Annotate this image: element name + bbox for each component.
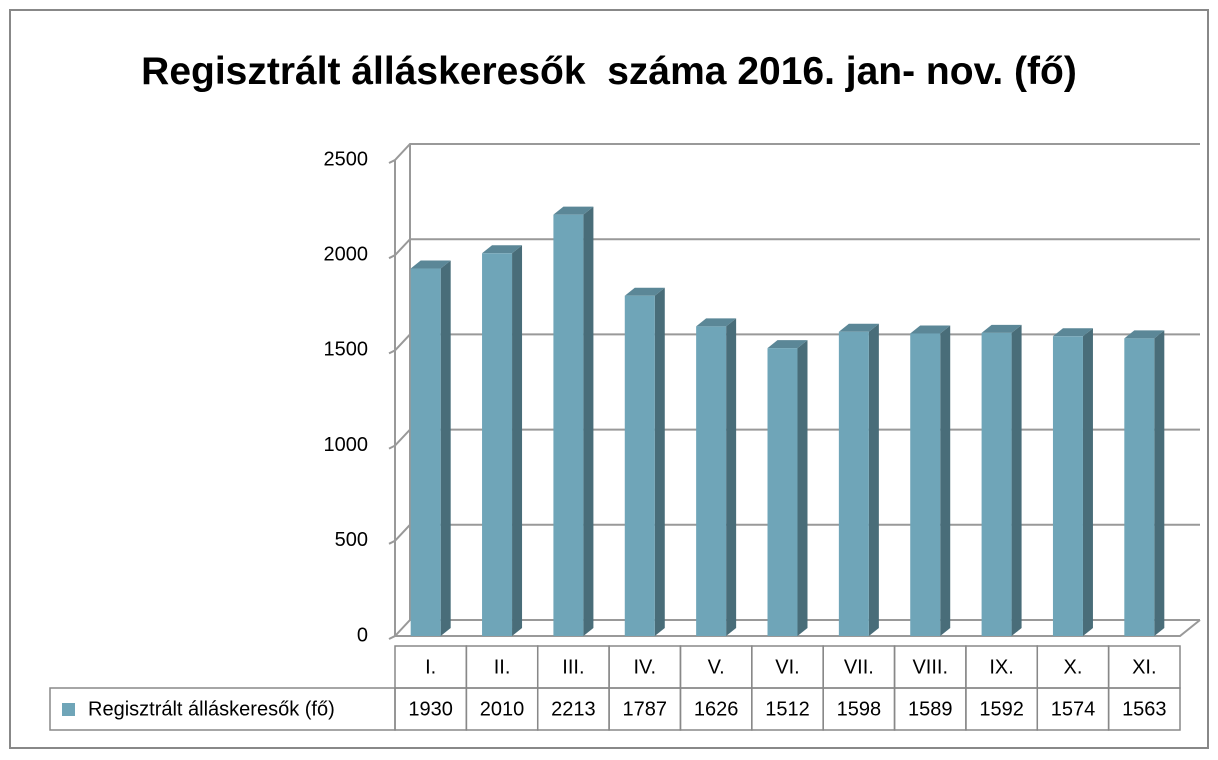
table-value: 1563 xyxy=(1122,698,1167,720)
bar-side xyxy=(512,245,523,636)
table-value: 1512 xyxy=(765,698,810,720)
chart-title: Regisztrált álláskeresők száma 2016. jan… xyxy=(141,50,1077,93)
x-tick-label: I. xyxy=(425,656,436,678)
x-tick-label: VII. xyxy=(844,656,874,678)
grid-line xyxy=(388,143,1200,164)
x-tick-label: VI. xyxy=(775,656,799,678)
bar-top xyxy=(838,323,879,332)
table-value: 2010 xyxy=(480,698,525,720)
bar-side xyxy=(797,340,808,636)
x-tick-label: X. xyxy=(1064,656,1083,678)
table-value: 1592 xyxy=(979,698,1024,720)
x-tick-label: III. xyxy=(562,656,584,678)
y-tick-label: 1500 xyxy=(324,339,369,361)
table-legend-cell xyxy=(49,687,396,731)
bar-side xyxy=(940,325,951,636)
bar xyxy=(553,214,584,636)
bar xyxy=(696,326,727,636)
bar xyxy=(910,333,941,636)
y-tick-label: 500 xyxy=(335,529,368,551)
table-value: 1574 xyxy=(1051,698,1096,720)
chart-border xyxy=(9,9,1209,749)
bar-top xyxy=(553,206,594,215)
bar-side xyxy=(726,318,737,636)
bar-side xyxy=(440,260,451,636)
table-value: 1626 xyxy=(694,698,739,720)
table-value: 1589 xyxy=(908,698,953,720)
table-value: 1598 xyxy=(837,698,882,720)
bar-top xyxy=(624,287,665,296)
bar-top xyxy=(410,260,451,269)
legend-label: Regisztrált álláskeresők (fő) xyxy=(88,698,335,720)
bar-top xyxy=(767,340,808,349)
bar xyxy=(767,348,798,636)
table-cell xyxy=(1107,687,1181,731)
bar-top xyxy=(696,318,737,327)
grid-line xyxy=(388,333,1200,355)
bar-side xyxy=(1011,324,1022,636)
x-tick-label: XI. xyxy=(1132,656,1156,678)
y-tick-label: 0 xyxy=(357,624,368,646)
bar xyxy=(1124,338,1155,636)
grid-line xyxy=(388,238,1200,260)
bar-top xyxy=(1052,328,1093,337)
bar-side xyxy=(583,206,594,636)
table-value: 1787 xyxy=(623,698,668,720)
x-tick-label: II. xyxy=(494,656,511,678)
bar-top xyxy=(482,245,523,254)
bar xyxy=(981,332,1012,636)
y-tick-label: 1000 xyxy=(324,434,369,456)
x-tick-label: V. xyxy=(708,656,725,678)
bar-top xyxy=(981,324,1022,333)
table-value: 2213 xyxy=(551,698,596,720)
bar-side xyxy=(654,287,665,636)
x-tick-label: VIII. xyxy=(912,656,948,678)
bar-side xyxy=(1154,330,1165,636)
table-value: 1930 xyxy=(408,698,453,720)
floor-edge xyxy=(395,619,1201,637)
bar xyxy=(410,268,441,636)
bar-top xyxy=(1124,330,1165,339)
y-tick-label: 2000 xyxy=(324,243,369,265)
bar xyxy=(838,331,869,636)
x-tick-label: IX. xyxy=(989,656,1013,678)
bar-top xyxy=(910,325,951,334)
y-tick-label: 2500 xyxy=(324,148,369,170)
bar-side xyxy=(1082,328,1093,636)
x-tick-label: IV. xyxy=(633,656,656,678)
bar-side xyxy=(868,323,879,636)
legend-swatch xyxy=(62,703,75,716)
bar xyxy=(1052,336,1083,636)
bar xyxy=(482,253,513,636)
bar xyxy=(624,295,655,636)
